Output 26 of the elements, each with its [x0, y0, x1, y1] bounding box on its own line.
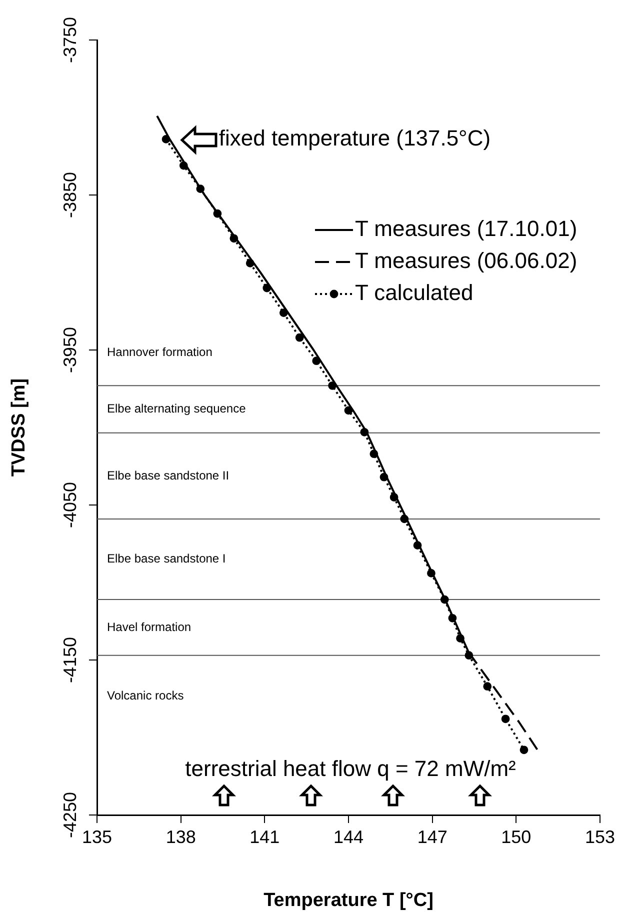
y-tick-label: -4150 [60, 636, 80, 684]
x-tick-label: 141 [250, 826, 280, 847]
x-tick-label: 150 [501, 826, 532, 847]
annotation: Hannover formation [107, 344, 212, 359]
annotation: Elbe base sandstone I [107, 552, 226, 566]
x-tick-label: 144 [333, 826, 364, 847]
y-tick-label: -4250 [60, 792, 80, 838]
x-tick-label: 138 [166, 826, 196, 847]
y-tick-label: -3750 [60, 16, 80, 64]
annotation: Volcanic rocks [107, 688, 184, 703]
y-tick-label: -3850 [60, 172, 80, 218]
y-axis-title: TVDSS [m] [8, 378, 30, 477]
legend-label: T calculated [355, 280, 474, 306]
annotation: Havel formation [107, 620, 192, 634]
x-tick-label: 153 [584, 826, 616, 847]
legend-label: T measures (06.06.02) [355, 248, 578, 274]
y-tick-label: -3950 [60, 326, 80, 374]
x-tick-label: 147 [417, 826, 448, 847]
annotation: fixed temperature (137.5°C) [218, 125, 491, 150]
y-tick-label: -4050 [60, 482, 80, 528]
legend-label: T measures (17.10.01) [355, 216, 578, 242]
annotation: terrestrial heat flow q = 72 mW/m² [185, 756, 516, 782]
annotation: Elbe base sandstone II [107, 468, 230, 482]
x-axis-title: Temperature T [°C] [264, 890, 434, 911]
annotation: Elbe alternating sequence [107, 402, 246, 416]
x-tick-label: 135 [82, 826, 112, 847]
